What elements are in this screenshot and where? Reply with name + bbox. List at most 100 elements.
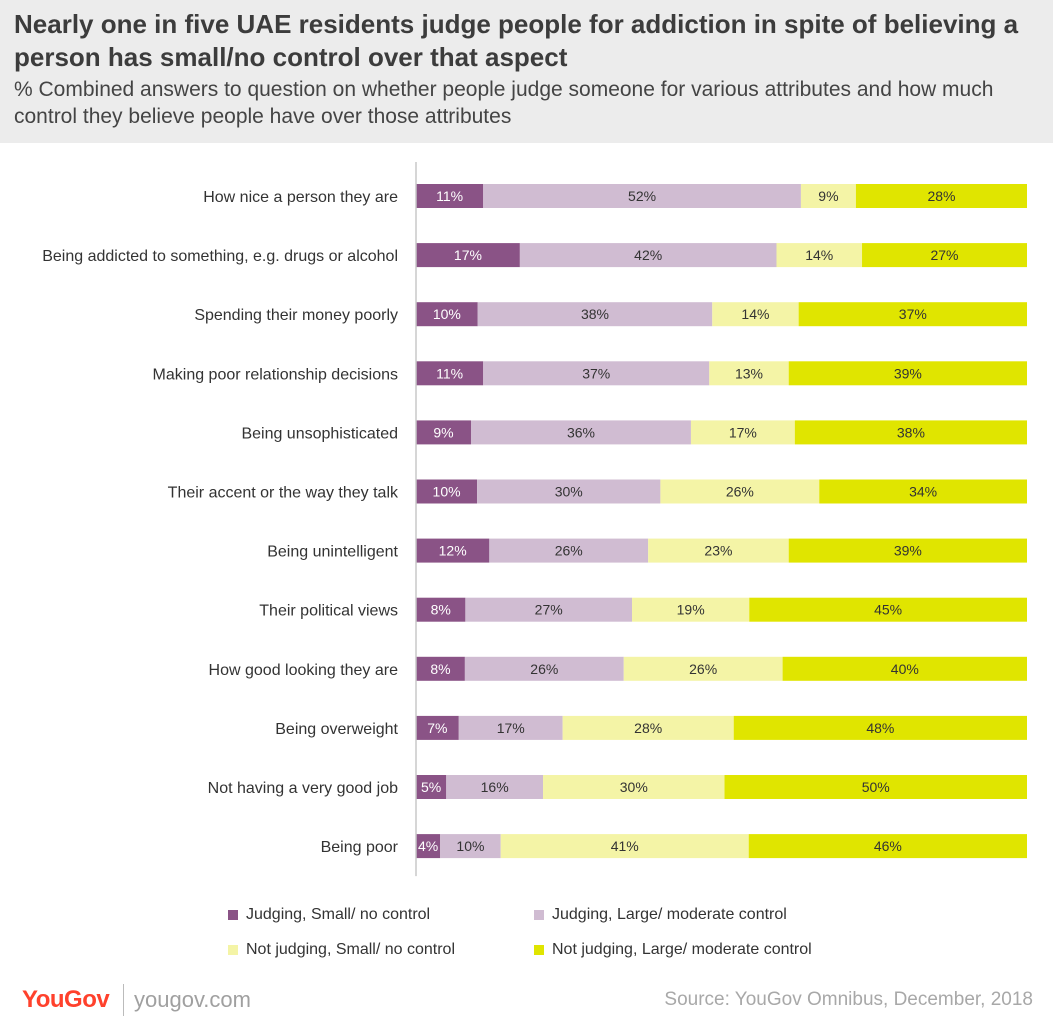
bar-segment [712, 302, 799, 327]
bar-segment [416, 479, 478, 504]
data-label: 38% [897, 424, 925, 440]
category-label: Their accent or the way they talk [168, 485, 399, 502]
bar-segment [862, 243, 1027, 268]
bar-segment [483, 361, 710, 386]
bar-segment [416, 302, 478, 327]
data-label: 23% [704, 543, 732, 559]
data-label: 37% [582, 365, 610, 381]
legend-swatch [228, 910, 238, 920]
bar-segment [709, 361, 789, 386]
legend-swatch [228, 945, 238, 955]
bar-segment [776, 243, 863, 268]
bar-segment [648, 538, 789, 563]
data-label: 26% [726, 484, 754, 500]
data-label: 16% [481, 779, 509, 795]
data-label: 39% [894, 543, 922, 559]
legend-label: Not judging, Small/ no control [246, 941, 455, 958]
source-note: Source: YouGov Omnibus, December, 2018 [664, 989, 1033, 1010]
legend-label: Judging, Large/ moderate control [552, 906, 787, 923]
bar-segment [416, 361, 484, 386]
chart-subtitle: % Combined answers to question on whethe… [14, 78, 994, 128]
data-label: 10% [456, 838, 484, 854]
bar-segment [543, 775, 725, 799]
bar-segment [416, 775, 447, 799]
data-label: 17% [729, 424, 757, 440]
bar-segment [477, 479, 661, 504]
data-label: 10% [433, 306, 461, 322]
bar-segment [446, 775, 544, 799]
data-label: 52% [628, 188, 656, 204]
legend-swatch [534, 945, 544, 955]
data-label: 34% [909, 484, 937, 500]
chart-legend: Judging, Small/ no control Judging, Larg… [0, 900, 1053, 970]
data-label: 30% [555, 484, 583, 500]
bar-segment [440, 834, 501, 859]
legend-label: Not judging, Large/ moderate control [552, 941, 812, 958]
bar-segment [788, 361, 1027, 386]
category-label: Spending their money poorly [194, 307, 398, 324]
data-label: 9% [433, 424, 453, 440]
bar-segment [483, 184, 801, 208]
data-label: 8% [431, 602, 451, 618]
bar-segment [794, 420, 1027, 445]
data-label: 26% [689, 661, 717, 677]
data-label: 4% [418, 838, 438, 854]
data-label: 14% [805, 247, 833, 263]
category-label: Not having a very good job [208, 780, 398, 797]
bar-segment [465, 597, 633, 622]
bar-segment [416, 184, 484, 208]
data-label: 42% [634, 247, 662, 263]
bar-segment [749, 597, 1027, 622]
bar-segment [416, 715, 459, 740]
data-label: 5% [421, 779, 441, 795]
category-label: Being addicted to something, e.g. drugs … [42, 248, 398, 265]
bar-segment [819, 479, 1027, 504]
legend-item: Judging, Large/ moderate control [534, 906, 787, 924]
data-label: 26% [530, 661, 558, 677]
data-label: 50% [862, 779, 890, 795]
data-label: 13% [735, 365, 763, 381]
data-label: 11% [436, 365, 463, 381]
data-label: 40% [891, 661, 919, 677]
legend-label: Judging, Small/ no control [246, 906, 431, 923]
legend-item: Judging, Small/ no control [228, 906, 430, 924]
bar-segment [733, 715, 1027, 740]
data-label: 39% [894, 365, 922, 381]
data-label: 28% [927, 188, 955, 204]
data-label: 46% [874, 838, 902, 854]
bar-segment [855, 184, 1027, 208]
bar-segment [500, 834, 749, 859]
bar-segment [748, 834, 1027, 859]
header-panel: Nearly one in five UAE residents judge p… [0, 0, 1053, 143]
bar-segment [632, 597, 750, 622]
category-label: Being unsophisticated [241, 425, 398, 442]
bar-segment [519, 243, 777, 268]
chart-title: Nearly one in five UAE residents judge p… [14, 9, 1019, 72]
category-label: Being overweight [275, 721, 398, 738]
data-label: 41% [611, 838, 639, 854]
yougov-logo: YouGov [22, 986, 110, 1013]
data-label: 12% [439, 543, 467, 559]
bar-segment [470, 420, 691, 445]
bar-segment [416, 834, 441, 859]
bar-segment [464, 656, 624, 681]
legend-item: Not judging, Small/ no control [228, 941, 455, 959]
bar-segment [623, 656, 783, 681]
data-label: 17% [454, 247, 482, 263]
category-label: How good looking they are [209, 662, 399, 679]
data-label: 10% [433, 484, 461, 500]
bar-segment [477, 302, 713, 327]
bar-segment [788, 538, 1027, 563]
data-label: 17% [497, 720, 525, 736]
data-label: 30% [620, 779, 648, 795]
site-link[interactable]: yougov.com [134, 987, 251, 1012]
category-label: Their political views [259, 603, 398, 620]
stacked-bar-chart: How nice a person they are 11% 52% 9% 28% Bei… [42, 162, 1027, 877]
bar-segment [724, 775, 1027, 799]
data-label: 9% [818, 188, 838, 204]
data-label: 19% [677, 602, 705, 618]
bar-segment [489, 538, 649, 563]
data-label: 26% [555, 543, 583, 559]
category-label: Being unintelligent [267, 544, 398, 561]
bar-segment [416, 420, 471, 445]
